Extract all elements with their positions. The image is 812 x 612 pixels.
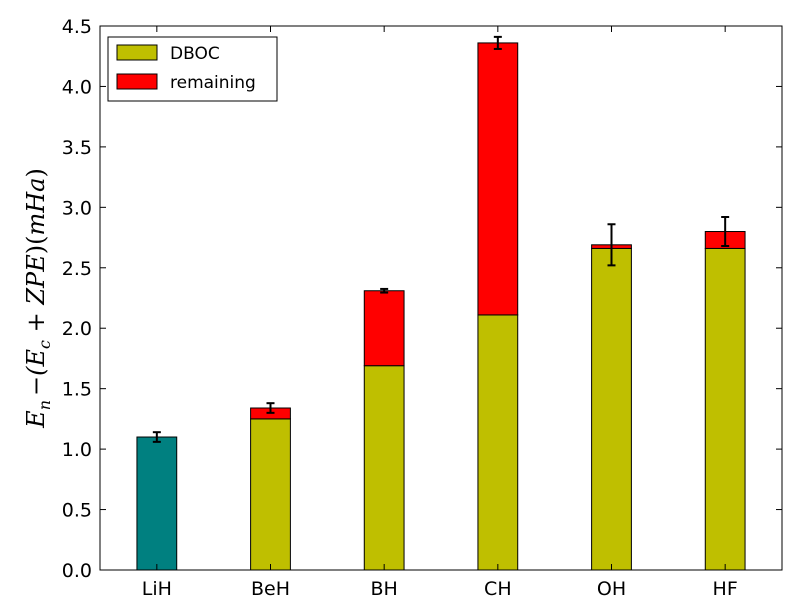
y-tick-label: 0.5 xyxy=(62,500,92,522)
error-bars-layer xyxy=(152,35,730,443)
y-axis: 0.0 0.5 1.0 1.5 2.0 2.5 3.0 3.5 4.0 4.5 xyxy=(62,16,782,582)
x-axis: LiH BeH BH CH OH HF xyxy=(142,26,738,600)
legend-label-dboc: DBOC xyxy=(170,44,220,64)
x-tick-label-lih: LiH xyxy=(142,578,172,600)
error-bar-bh xyxy=(380,287,389,294)
bar-oh-dboc xyxy=(591,247,632,571)
plot-frame xyxy=(99,25,783,571)
error-bar-ch xyxy=(493,35,502,50)
x-tick-label-hf: HF xyxy=(713,578,738,600)
legend-label-remaining: remaining xyxy=(170,73,256,93)
bar-hf-dboc xyxy=(704,247,746,571)
bar-ch-dboc xyxy=(477,314,519,571)
x-tick-label-ch: CH xyxy=(484,578,512,600)
y-tick-label: 2.5 xyxy=(62,258,92,280)
bars-layer xyxy=(136,42,746,571)
error-bar-hf xyxy=(721,216,730,248)
error-bar-beh xyxy=(266,402,275,414)
x-tick-label-bh: BH xyxy=(371,578,398,600)
y-tick-label: 4.5 xyxy=(62,16,92,38)
y-tick-label: 2.0 xyxy=(62,318,92,340)
y-tick-label: 4.0 xyxy=(62,76,92,98)
error-bar-lih xyxy=(152,431,161,443)
bar-ch-remaining xyxy=(477,42,519,316)
bar-lih-dboc xyxy=(136,436,178,571)
y-tick-label: 3.5 xyxy=(62,137,92,159)
y-tick-label: 1.0 xyxy=(62,439,92,461)
error-bar-oh xyxy=(607,223,616,267)
y-tick-label: 1.5 xyxy=(62,379,92,401)
x-tick-label-beh: BeH xyxy=(251,578,290,600)
legend-swatch-remaining xyxy=(116,73,158,90)
x-tick-label-oh: OH xyxy=(597,578,626,600)
bar-bh-dboc xyxy=(363,365,405,571)
legend: DBOC remaining xyxy=(107,36,278,102)
y-tick-label: 3.0 xyxy=(62,197,92,219)
legend-swatch-dboc xyxy=(116,44,158,61)
y-tick-label: 0.0 xyxy=(62,560,92,582)
bar-beh-dboc xyxy=(250,418,291,571)
y-axis-label: En−(Ec + ZPE)(mHa) xyxy=(22,168,54,429)
bar-bh-remaining xyxy=(363,290,405,367)
